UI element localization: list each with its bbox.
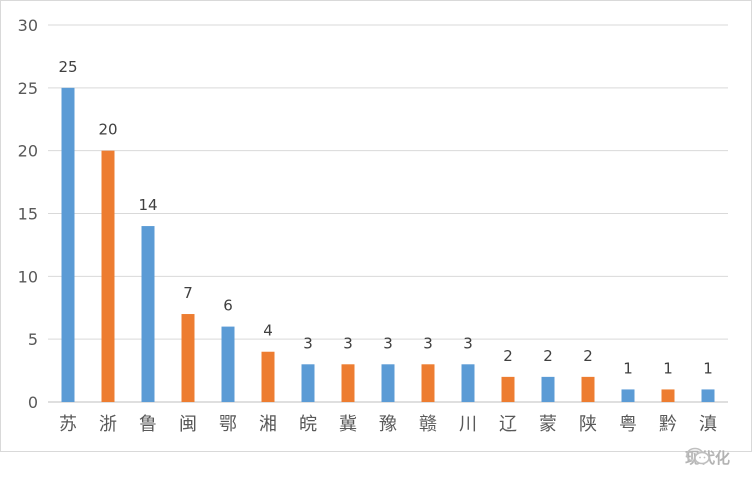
data-label: 2 bbox=[503, 347, 513, 365]
bar bbox=[61, 87, 75, 402]
y-tick-label: 15 bbox=[18, 205, 38, 224]
y-tick-label: 10 bbox=[18, 267, 38, 286]
data-label: 1 bbox=[623, 359, 633, 377]
x-tick-label: 湘 bbox=[259, 414, 277, 435]
bar bbox=[581, 376, 595, 402]
data-label: 2 bbox=[583, 347, 593, 365]
bar bbox=[421, 364, 435, 402]
data-label: 7 bbox=[183, 284, 193, 302]
x-tick-label: 浙 bbox=[99, 414, 117, 435]
bar bbox=[101, 150, 115, 402]
bar bbox=[701, 389, 715, 402]
bar bbox=[221, 326, 235, 402]
data-label: 3 bbox=[343, 334, 353, 352]
data-label: 3 bbox=[383, 334, 393, 352]
bar bbox=[301, 364, 315, 402]
wechat-icon bbox=[686, 447, 710, 465]
bar bbox=[541, 376, 555, 402]
bar bbox=[621, 389, 635, 402]
data-label: 3 bbox=[303, 334, 313, 352]
bar bbox=[181, 314, 195, 402]
x-tick-label: 蒙 bbox=[539, 414, 557, 435]
x-tick-label: 粤 bbox=[619, 414, 637, 435]
bar bbox=[501, 376, 515, 402]
bar bbox=[141, 226, 155, 402]
x-tick-label: 黔 bbox=[659, 414, 677, 435]
x-tick-label: 滇 bbox=[699, 414, 717, 435]
data-label: 2 bbox=[543, 347, 553, 365]
data-label: 3 bbox=[463, 334, 473, 352]
y-tick-label: 0 bbox=[28, 393, 38, 412]
y-tick-label: 20 bbox=[18, 142, 38, 161]
bar bbox=[341, 364, 355, 402]
x-tick-label: 鲁 bbox=[139, 414, 157, 435]
data-label: 14 bbox=[138, 196, 157, 214]
bar bbox=[661, 389, 675, 402]
data-label: 25 bbox=[58, 58, 77, 76]
data-label: 1 bbox=[663, 359, 673, 377]
bar bbox=[261, 351, 275, 402]
x-tick-label: 川 bbox=[459, 414, 477, 435]
x-tick-label: 皖 bbox=[299, 414, 317, 435]
data-label: 6 bbox=[223, 297, 233, 315]
data-label: 20 bbox=[98, 121, 117, 139]
data-label: 1 bbox=[703, 359, 713, 377]
x-tick-label: 赣 bbox=[419, 414, 437, 435]
x-tick-label: 豫 bbox=[379, 414, 397, 435]
x-tick-label: 苏 bbox=[59, 414, 77, 435]
bar bbox=[461, 364, 475, 402]
watermark: 现代化 bbox=[685, 447, 730, 468]
x-tick-label: 鄂 bbox=[219, 414, 237, 435]
y-tick-label: 5 bbox=[28, 330, 38, 349]
y-tick-label: 25 bbox=[18, 79, 38, 98]
y-tick-label: 30 bbox=[18, 16, 38, 35]
x-tick-label: 冀 bbox=[339, 414, 357, 435]
data-label: 4 bbox=[263, 322, 273, 340]
chart-frame bbox=[0, 0, 752, 452]
x-tick-label: 陕 bbox=[579, 414, 597, 435]
data-label: 3 bbox=[423, 334, 433, 352]
bar bbox=[381, 364, 395, 402]
x-tick-label: 闽 bbox=[179, 414, 197, 435]
x-tick-label: 辽 bbox=[499, 414, 517, 435]
